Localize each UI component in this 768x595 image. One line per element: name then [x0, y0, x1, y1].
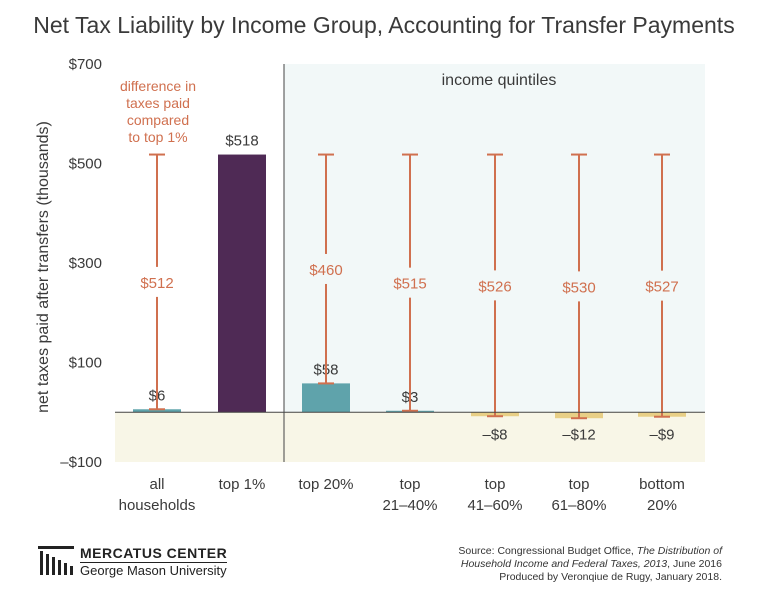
source-title-2: Household Income and Federal Taxes, 2013 [460, 558, 668, 570]
category-label: top 20% [298, 476, 353, 493]
value-label: –$8 [482, 426, 507, 443]
y-tick-label: $700 [69, 56, 102, 73]
category-label: top 1% [219, 476, 266, 493]
chart-title: Net Tax Liability by Income Group, Accou… [33, 12, 734, 38]
category-label: bottom [639, 476, 685, 493]
category-label: top [485, 476, 506, 493]
category-label: households [119, 497, 196, 514]
value-label: –$12 [562, 426, 595, 443]
difference-label: $526 [478, 278, 511, 295]
y-tick-label: $100 [69, 355, 102, 372]
y-tick-label: –$100 [60, 454, 102, 471]
category-label: all [149, 476, 164, 493]
produced-by: Produced by Veronqiue de Rugy, January 2… [499, 571, 722, 583]
difference-label: $530 [562, 279, 595, 296]
bar [133, 409, 181, 413]
annotation-line-1: difference in [120, 78, 196, 94]
difference-label: $527 [645, 279, 678, 296]
category-label: 21–40% [382, 497, 437, 514]
mercatus-logo: MERCATUS CENTER George Mason University [38, 545, 228, 578]
bar [218, 154, 266, 413]
difference-label: $460 [309, 262, 342, 279]
annotation-line-4: to top 1% [128, 129, 187, 145]
y-tick-label: $300 [69, 255, 102, 272]
value-label: –$9 [649, 426, 674, 443]
bar [302, 383, 350, 413]
chart: Net Tax Liability by Income Group, Accou… [33, 12, 734, 514]
quintile-label: income quintiles [442, 72, 557, 89]
value-label: $518 [225, 133, 258, 150]
source-title-1: The Distribution of [636, 545, 722, 557]
difference-label: $512 [140, 275, 173, 292]
difference-label: $515 [393, 276, 426, 293]
annotation-line-3: compared [127, 112, 189, 128]
category-label: 20% [647, 497, 677, 514]
category-label: top [569, 476, 590, 493]
logo-name: MERCATUS CENTER [80, 545, 228, 562]
category-label: top [400, 476, 421, 493]
annotation-line-2: taxes paid [126, 95, 190, 111]
source-suffix: , June 2016 [667, 558, 722, 570]
source-note: Source: Congressional Budget Office, The… [392, 545, 722, 584]
negative-region-background [115, 412, 705, 462]
columns-icon [38, 546, 74, 575]
y-tick-label: $500 [69, 156, 102, 173]
category-label: 41–60% [467, 497, 522, 514]
logo-subtitle: George Mason University [80, 561, 228, 578]
source-prefix: Source: Congressional Budget Office, [458, 545, 637, 557]
category-label: 61–80% [551, 497, 606, 514]
y-axis-label: net taxes paid after transfers (thousand… [35, 121, 52, 413]
y-axis-ticks: –$100 $100 $300 $500 $700 [60, 56, 102, 471]
